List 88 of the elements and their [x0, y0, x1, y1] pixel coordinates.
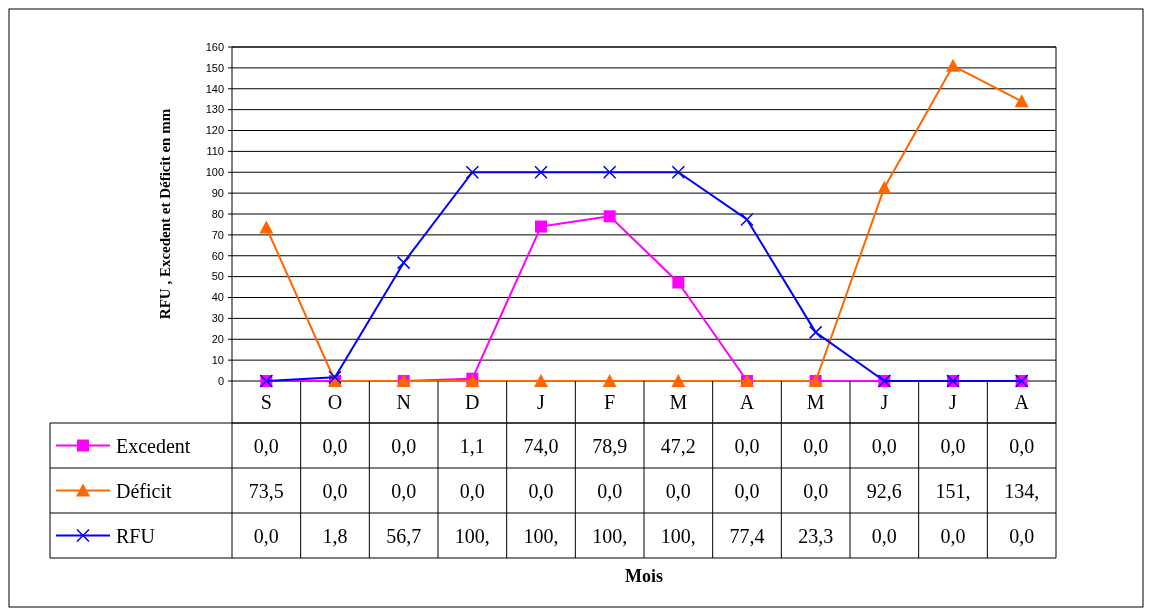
y-tick-label: 100 — [205, 166, 224, 179]
point — [671, 165, 686, 179]
data-label: 100, — [523, 524, 559, 547]
text: Mois — [625, 566, 663, 586]
y-tick-label: 110 — [206, 145, 224, 158]
point — [396, 255, 411, 270]
data-label: 151, — [935, 479, 971, 502]
point — [465, 165, 480, 179]
point — [603, 210, 616, 223]
y-tick-label: 70 — [211, 228, 224, 241]
data-label: 73,5 — [248, 479, 284, 502]
data-label: 0,0 — [871, 524, 897, 547]
data-label: 0,0 — [1009, 524, 1035, 547]
y-tick-label: 30 — [211, 312, 224, 325]
data-label: 1,8 — [322, 524, 348, 547]
data-label: 74,0 — [523, 434, 559, 457]
x-tick-label: F — [604, 391, 616, 413]
x-tick-label: D — [465, 391, 480, 413]
x-tick-label: O — [327, 391, 343, 413]
x-tick-label: M — [806, 391, 825, 413]
data-label: 0,0 — [734, 479, 760, 502]
legend-label: RFU — [116, 524, 156, 547]
y-tick-label: 60 — [211, 249, 224, 262]
y-tick-label: 130 — [205, 103, 224, 116]
legend-label: Excedent — [116, 434, 191, 457]
data-label: 0,0 — [1009, 434, 1035, 457]
point — [672, 276, 685, 289]
data-label: 92,6 — [866, 479, 902, 502]
x-tick-label: J — [880, 391, 889, 413]
data-label: 100, — [660, 524, 696, 547]
data-label: 0,0 — [871, 434, 897, 457]
point — [740, 212, 754, 227]
point — [259, 220, 274, 234]
x-tick-label: J — [537, 391, 546, 413]
y-tick-label: 160 — [205, 40, 224, 53]
legend-label: Déficit — [116, 479, 172, 502]
data-label: 1,1 — [459, 434, 485, 457]
data-label: 134, — [1004, 479, 1040, 502]
data-label: 0,0 — [734, 434, 760, 457]
y-tick-label: 10 — [211, 353, 224, 366]
data-label: 100, — [592, 524, 628, 547]
data-label: 0,0 — [459, 479, 485, 502]
point — [1014, 94, 1029, 108]
data-label: 0,0 — [940, 524, 966, 547]
y-tick-label: 20 — [211, 333, 224, 346]
x-tick-label: S — [260, 391, 272, 413]
point — [808, 325, 823, 340]
y-tick-label: 50 — [211, 270, 224, 283]
data-label: 0,0 — [803, 479, 829, 502]
data-label: 0,0 — [803, 434, 829, 457]
data-label: 100, — [454, 524, 490, 547]
point — [602, 374, 617, 387]
point — [877, 180, 892, 194]
point — [946, 58, 960, 72]
y-tick-label: 0 — [217, 374, 224, 387]
x-tick-label: M — [669, 391, 688, 413]
data-label: 0,0 — [253, 434, 279, 457]
data-label: 77,4 — [729, 524, 765, 547]
data-label: 0,0 — [665, 479, 691, 502]
data-label: 0,0 — [597, 479, 623, 502]
data-label: 56,7 — [386, 524, 422, 547]
x-tick-label: A — [739, 391, 755, 413]
y-axis-title: RFU , Excedent et Déficit en mm — [157, 108, 173, 320]
data-label: 0,0 — [253, 524, 279, 547]
point — [535, 220, 547, 233]
y-tick-label: 150 — [205, 61, 224, 74]
y-tick-label: 80 — [211, 207, 224, 220]
data-label: 0,0 — [322, 434, 348, 457]
y-tick-label: 140 — [205, 82, 224, 95]
data-label: 0,0 — [940, 434, 966, 457]
point — [534, 165, 548, 179]
point — [328, 370, 342, 384]
data-label: 47,2 — [660, 434, 696, 457]
point — [671, 374, 686, 387]
y-tick-label: 120 — [205, 124, 224, 137]
point — [534, 374, 548, 387]
y-tick-label: 90 — [211, 186, 224, 199]
data-label: 0,0 — [322, 479, 348, 502]
data-label: 0,0 — [391, 434, 417, 457]
point — [602, 165, 617, 179]
x-tick-label: J — [949, 391, 958, 413]
data-label: 0,0 — [391, 479, 417, 502]
x-tick-label: A — [1014, 391, 1030, 413]
y-tick-label: 40 — [211, 291, 224, 304]
data-label: 78,9 — [592, 434, 628, 457]
data-label: 0,0 — [528, 479, 554, 502]
x-tick-label: N — [396, 391, 411, 413]
data-label: 23,3 — [798, 524, 834, 547]
